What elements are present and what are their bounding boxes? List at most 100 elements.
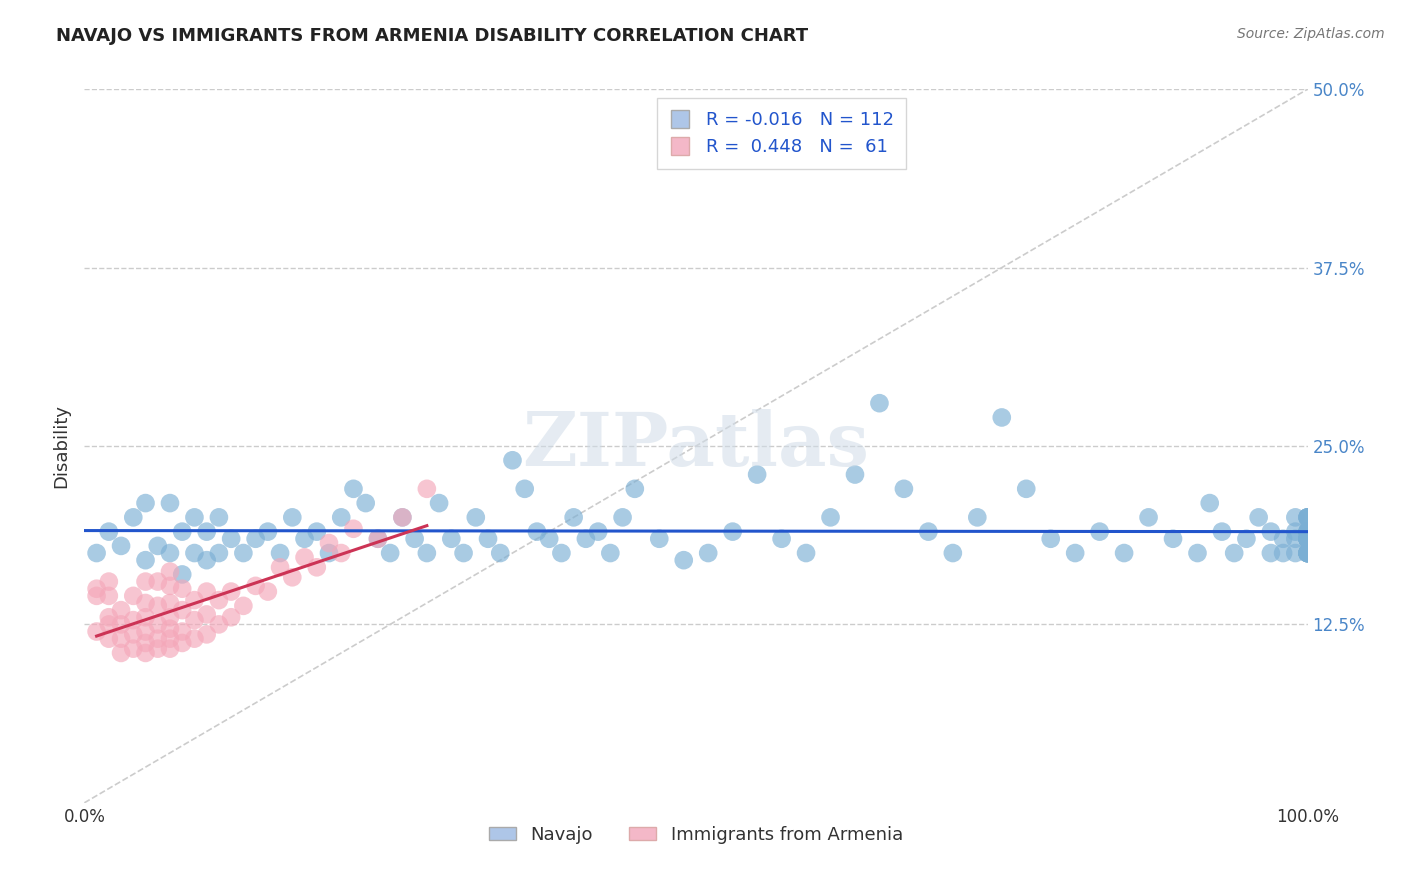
- Point: [575, 532, 598, 546]
- Point: [330, 546, 353, 560]
- Point: [135, 574, 157, 589]
- Point: [1187, 546, 1209, 560]
- Point: [159, 610, 181, 624]
- Point: [1260, 546, 1282, 560]
- Point: [991, 410, 1014, 425]
- Point: [1137, 510, 1160, 524]
- Point: [538, 532, 561, 546]
- Point: [195, 584, 218, 599]
- Point: [1296, 546, 1319, 560]
- Point: [1296, 546, 1319, 560]
- Point: [1296, 510, 1319, 524]
- Point: [367, 532, 389, 546]
- Point: [342, 482, 364, 496]
- Point: [1296, 532, 1319, 546]
- Point: [1211, 524, 1233, 539]
- Point: [269, 546, 291, 560]
- Point: [195, 553, 218, 567]
- Point: [318, 546, 340, 560]
- Point: [416, 546, 439, 560]
- Point: [219, 532, 242, 546]
- Point: [208, 617, 231, 632]
- Point: [135, 596, 157, 610]
- Point: [1272, 532, 1295, 546]
- Point: [97, 632, 120, 646]
- Point: [464, 510, 486, 524]
- Point: [526, 524, 548, 539]
- Point: [159, 496, 181, 510]
- Point: [794, 546, 817, 560]
- Point: [1260, 524, 1282, 539]
- Point: [966, 510, 988, 524]
- Point: [257, 584, 280, 599]
- Point: [183, 510, 205, 524]
- Point: [122, 627, 145, 641]
- Point: [416, 482, 439, 496]
- Point: [146, 632, 169, 646]
- Point: [1247, 510, 1270, 524]
- Point: [1296, 532, 1319, 546]
- Point: [1064, 546, 1087, 560]
- Point: [1296, 546, 1319, 560]
- Point: [146, 641, 169, 656]
- Point: [146, 617, 169, 632]
- Point: [110, 539, 132, 553]
- Point: [440, 532, 463, 546]
- Point: [86, 546, 108, 560]
- Point: [183, 613, 205, 627]
- Point: [208, 510, 231, 524]
- Point: [195, 524, 218, 539]
- Point: [97, 524, 120, 539]
- Point: [159, 565, 181, 579]
- Point: [135, 646, 157, 660]
- Point: [1296, 510, 1319, 524]
- Point: [1296, 510, 1319, 524]
- Point: [146, 574, 169, 589]
- Legend: Navajo, Immigrants from Armenia: Navajo, Immigrants from Armenia: [482, 819, 910, 851]
- Text: Source: ZipAtlas.com: Source: ZipAtlas.com: [1237, 27, 1385, 41]
- Point: [586, 524, 609, 539]
- Point: [1284, 510, 1306, 524]
- Point: [502, 453, 524, 467]
- Point: [721, 524, 744, 539]
- Point: [1296, 532, 1319, 546]
- Point: [219, 584, 242, 599]
- Point: [172, 582, 194, 596]
- Point: [110, 617, 132, 632]
- Point: [562, 510, 585, 524]
- Point: [893, 482, 915, 496]
- Point: [869, 396, 891, 410]
- Point: [648, 532, 671, 546]
- Point: [122, 510, 145, 524]
- Point: [612, 510, 634, 524]
- Point: [195, 607, 218, 622]
- Point: [367, 532, 389, 546]
- Point: [110, 646, 132, 660]
- Point: [257, 524, 280, 539]
- Point: [489, 546, 512, 560]
- Point: [697, 546, 720, 560]
- Point: [232, 546, 254, 560]
- Point: [1296, 524, 1319, 539]
- Point: [820, 510, 842, 524]
- Point: [159, 546, 181, 560]
- Point: [110, 632, 132, 646]
- Point: [624, 482, 647, 496]
- Point: [159, 641, 181, 656]
- Point: [1296, 524, 1319, 539]
- Point: [342, 522, 364, 536]
- Point: [146, 539, 169, 553]
- Point: [513, 482, 536, 496]
- Point: [477, 532, 499, 546]
- Point: [122, 641, 145, 656]
- Point: [330, 510, 353, 524]
- Point: [747, 467, 769, 482]
- Point: [183, 632, 205, 646]
- Point: [453, 546, 475, 560]
- Point: [427, 496, 450, 510]
- Point: [770, 532, 793, 546]
- Point: [1296, 532, 1319, 546]
- Point: [1284, 532, 1306, 546]
- Point: [172, 567, 194, 582]
- Point: [172, 603, 194, 617]
